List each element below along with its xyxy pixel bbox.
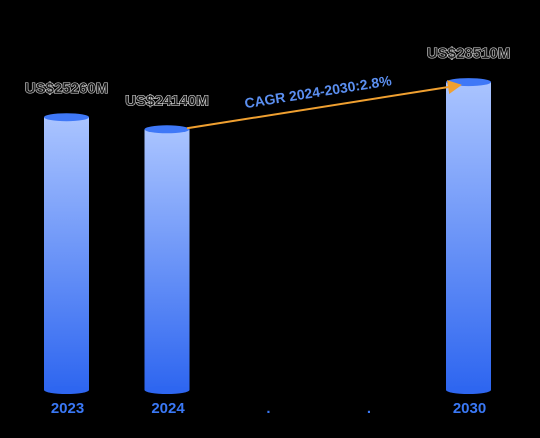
category-label-2023: 2023: [51, 400, 84, 417]
category-label-gap-2: .: [266, 400, 270, 417]
category-label-2030: 2030: [453, 400, 486, 417]
value-label-2030: US$28510M: [427, 45, 510, 62]
bar-body-2024: [144, 129, 190, 390]
value-label-2023: US$25260M: [25, 80, 108, 97]
category-label-2024: 2024: [151, 400, 185, 417]
bar-base-2024: [144, 386, 190, 394]
bar-base-2023: [44, 386, 89, 394]
value-label-2024: US$24140M: [125, 92, 208, 109]
bars-layer: [44, 78, 491, 394]
bar-2030: [446, 78, 491, 394]
cagr-label: CAGR 2024-2030:2.8%: [243, 72, 393, 111]
bar-body-2023: [44, 117, 89, 390]
bar-cap-2024: [144, 125, 190, 134]
bar-2023: [44, 113, 89, 394]
bar-cap-2023: [44, 113, 89, 122]
bar-base-2030: [446, 386, 491, 394]
category-label-gap-3: .: [367, 400, 371, 417]
bar-body-2030: [446, 82, 491, 390]
bar-cap-2030: [446, 78, 491, 87]
cagr-arrow: [186, 80, 462, 130]
bar-2024: [144, 125, 190, 394]
labels-layer: US$25260M 2023 US$24140M 2024. . US$28510M 203…: [24, 45, 510, 417]
cagr-annotation: CAGR 2024-2030:2.8%: [186, 72, 462, 130]
